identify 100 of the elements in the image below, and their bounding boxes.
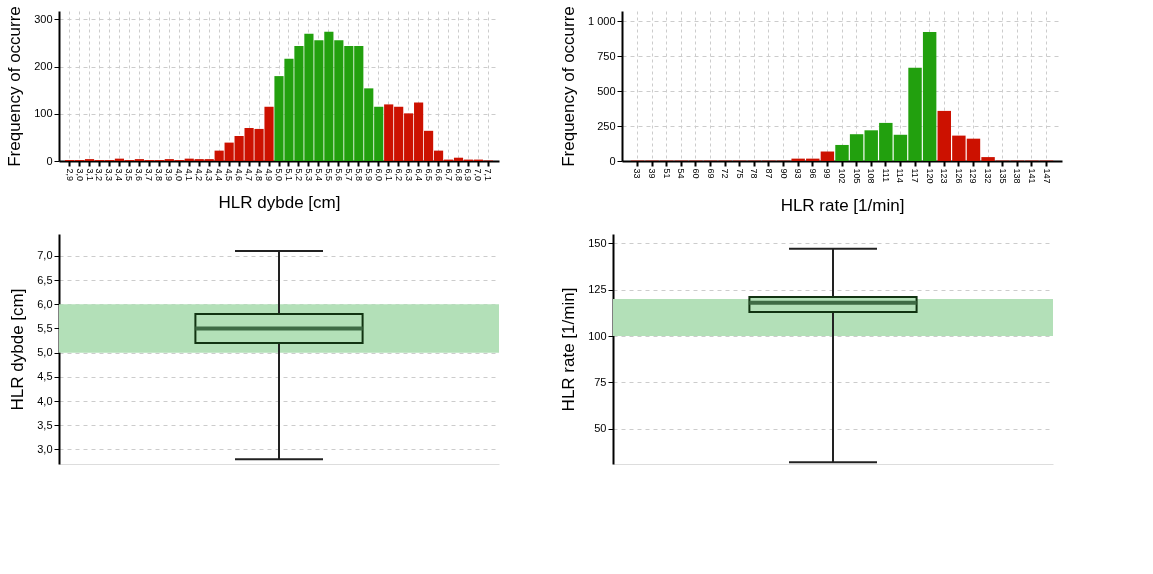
x-tick-label: 108 [866, 168, 877, 184]
x-tick-label: 2,9 [64, 168, 75, 182]
x-tick-label: 102 [837, 168, 847, 184]
x-tick-label: 72 [720, 168, 731, 179]
x-tick-label: 6,6 [433, 168, 444, 182]
x-tick-label: 6,8 [453, 168, 464, 182]
x-tick-label: 5,1 [283, 168, 294, 182]
y-tick-label: 4,5 [37, 370, 53, 383]
x-tick-label: 6,3 [403, 168, 414, 182]
x-tick-label: 99 [822, 168, 833, 179]
x-tick-label: 7,0 [473, 168, 484, 182]
y-tick-label: 6,5 [37, 273, 53, 286]
x-tick-label: 126 [953, 168, 964, 184]
x-tick-label: 3,0 [74, 168, 85, 182]
x-tick-label: 5,8 [353, 168, 364, 182]
y-tick-label: 125 [588, 283, 607, 296]
x-tick-label: 6,1 [383, 168, 394, 182]
x-tick-label: 135 [997, 168, 1008, 184]
y-tick-label: 5,5 [37, 321, 53, 334]
x-tick-label: 96 [807, 168, 818, 179]
x-tick-label: 117 [910, 168, 921, 183]
x-tick-label: 6,4 [413, 168, 424, 182]
x-tick-label: 3,9 [164, 168, 175, 182]
x-tick-label: 3,8 [154, 168, 165, 182]
y-tick-label: 3,0 [37, 442, 53, 455]
y-tick-label: 0 [609, 154, 616, 167]
x-tick-label: 141 [1026, 168, 1037, 184]
x-tick-label: 138 [1012, 168, 1023, 184]
x-axis-title: HLR rate [1/min] [780, 195, 905, 215]
x-tick-label: 3,7 [144, 168, 155, 182]
x-tick-label: 4,2 [194, 168, 205, 182]
x-tick-label: 147 [1041, 168, 1052, 184]
y-tick-label: 300 [34, 12, 53, 25]
x-tick-label: 5,2 [293, 168, 304, 182]
y-tick-label: 6,0 [37, 297, 53, 310]
y-tick-label: 75 [594, 375, 607, 388]
x-tick-label: 69 [705, 168, 716, 179]
y-tick-label: 100 [34, 107, 53, 120]
x-tick-label: 51 [661, 168, 672, 179]
x-tick-label: 3,4 [114, 168, 125, 182]
x-tick-label: 4,0 [174, 168, 185, 182]
x-tick-label: 6,2 [393, 168, 404, 182]
x-tick-label: 111 [880, 168, 891, 183]
y-axis-title: Frequency of occurre [558, 6, 578, 167]
x-tick-label: 93 [793, 168, 804, 179]
y-tick-label: 5,0 [37, 346, 53, 359]
y-tick-label: 200 [34, 60, 53, 73]
x-tick-label: 120 [924, 168, 935, 184]
x-tick-label: 3,3 [104, 168, 115, 182]
x-tick-label: 4,9 [264, 168, 275, 182]
x-tick-label: 4,3 [204, 168, 215, 182]
y-tick-label: 100 [588, 329, 607, 342]
x-tick-label: 7,1 [483, 168, 494, 182]
x-tick-label: 114 [895, 168, 906, 183]
x-tick-label: 3,6 [134, 168, 145, 182]
y-tick-label: 50 [594, 422, 607, 435]
x-tick-label: 54 [676, 168, 687, 179]
y-axis-title: HLR rate [1/min] [559, 287, 579, 412]
x-tick-label: 5,9 [363, 168, 374, 182]
x-tick-label: 3,1 [84, 168, 95, 182]
x-tick-label: 4,6 [234, 168, 245, 182]
y-tick-label: 4,0 [37, 394, 53, 407]
x-tick-label: 75 [734, 168, 745, 179]
x-tick-label: 5,7 [343, 168, 354, 182]
y-tick-label: 3,5 [37, 418, 53, 431]
x-tick-label: 4,4 [214, 168, 225, 182]
y-axis-title: Frequency of occurre [5, 6, 25, 167]
x-tick-label: 6,7 [443, 168, 454, 182]
x-axis-title: HLR dybde [cm] [218, 193, 341, 213]
x-tick-label: 105 [851, 168, 862, 184]
y-tick-label: 250 [597, 119, 616, 132]
x-tick-label: 90 [778, 168, 789, 179]
y-tick-label: 1 000 [587, 14, 616, 27]
y-axis-title: HLR dybde [cm] [8, 288, 28, 411]
x-tick-label: 6,9 [463, 168, 474, 182]
x-tick-label: 4,5 [224, 168, 235, 182]
x-tick-label: 60 [690, 168, 701, 179]
x-tick-label: 4,7 [244, 168, 255, 182]
x-tick-label: 4,8 [254, 168, 265, 182]
x-tick-label: 6,0 [373, 168, 384, 182]
x-tick-label: 123 [939, 168, 950, 184]
x-tick-label: 3,5 [124, 168, 135, 182]
x-tick-label: 5,5 [323, 168, 334, 182]
x-tick-label: 132 [983, 168, 994, 184]
x-tick-label: 5,6 [333, 168, 344, 182]
y-tick-label: 150 [588, 236, 607, 249]
x-tick-label: 5,0 [274, 168, 284, 182]
y-tick-label: 7,0 [37, 249, 53, 262]
x-tick-label: 87 [763, 168, 774, 179]
x-tick-label: 129 [968, 168, 979, 184]
x-tick-label: 39 [647, 168, 658, 179]
x-tick-label: 6,5 [423, 168, 434, 182]
x-tick-label: 78 [749, 168, 760, 179]
x-tick-label: 5,3 [303, 168, 314, 182]
x-tick-label: 4,1 [184, 168, 195, 182]
y-tick-label: 0 [46, 154, 53, 167]
x-tick-label: 3,2 [94, 168, 105, 182]
x-tick-label: 33 [632, 168, 643, 179]
y-tick-label: 750 [597, 49, 616, 62]
y-tick-label: 500 [597, 84, 616, 97]
